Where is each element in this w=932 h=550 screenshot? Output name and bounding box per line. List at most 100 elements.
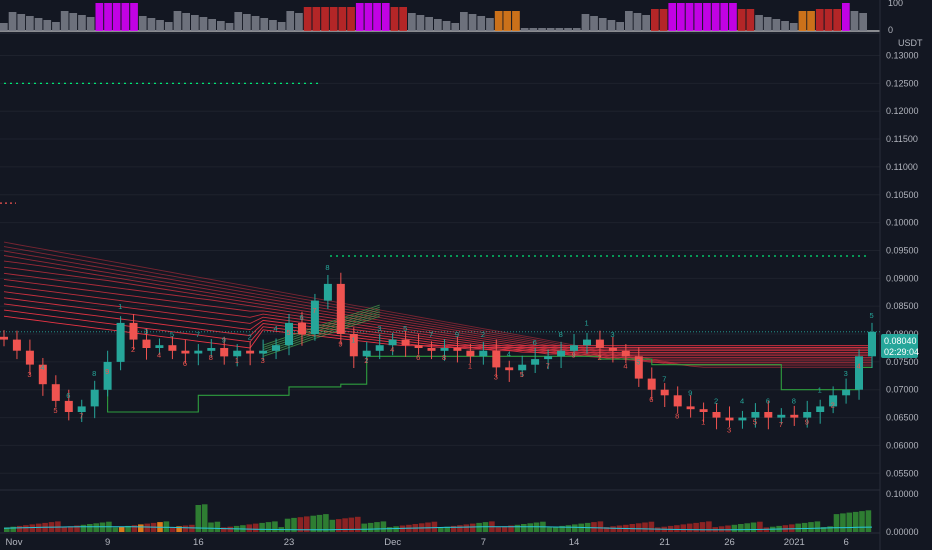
volume-bar (597, 521, 604, 532)
volume-bar (304, 516, 310, 532)
histogram-bar (859, 13, 867, 31)
volume-bar (316, 514, 323, 532)
volume-bar (195, 505, 202, 532)
count-label: 9 (688, 388, 692, 397)
histogram-bar (703, 3, 711, 31)
volume-bar (431, 521, 438, 532)
volume-bar (380, 521, 387, 532)
volume-tick-label: 0.00000 (886, 527, 919, 537)
ma-ribbon (3, 241, 872, 368)
volume-bar (852, 511, 859, 532)
candle-body (479, 350, 488, 357)
volume-bar (527, 523, 533, 532)
count-label: 6 (533, 338, 537, 347)
histogram-bar (781, 21, 789, 31)
volume-bar (323, 514, 329, 532)
count-label: 6 (183, 359, 187, 368)
histogram-bar (807, 11, 815, 31)
count-label: 5 (753, 417, 757, 426)
currency-label: USDT (898, 38, 923, 48)
candle-body (505, 367, 514, 371)
histogram-bar (347, 7, 355, 31)
volume-bar (603, 527, 610, 532)
volume-bar (361, 523, 367, 532)
candle-body (634, 356, 643, 379)
count-label: 6 (766, 397, 770, 406)
volume-bar (610, 526, 616, 532)
histogram-bar (772, 19, 781, 31)
candle-body (557, 350, 566, 357)
volume-bar (208, 522, 214, 532)
histogram-bar (642, 15, 650, 31)
volume-bar (801, 522, 808, 532)
support-line (107, 355, 873, 413)
volume-bar (546, 527, 553, 532)
volume-bar (246, 524, 253, 532)
volume-bar (642, 522, 648, 532)
price-axis[interactable]: USDT 0.13000 0.12500 0.12000 0.11500 0.11000… (886, 38, 923, 478)
price-tick-label: 0.08500 (886, 301, 919, 311)
histogram-bar (130, 3, 138, 31)
count-label: 2 (831, 401, 835, 410)
histogram-bar (295, 13, 303, 31)
histogram-bar (408, 13, 416, 31)
count-label: 7 (79, 412, 83, 421)
count-label: 5 (870, 311, 874, 320)
count-label: 8 (442, 353, 446, 362)
histogram-bar (746, 9, 755, 31)
histogram-bar (581, 14, 590, 31)
histogram-bar (0, 23, 8, 31)
ribbon-line (3, 272, 872, 358)
volume-bar (61, 527, 67, 532)
time-tick-label: 6 (843, 537, 848, 548)
time-tick-label: 7 (481, 537, 486, 548)
ribbon-line (3, 309, 872, 348)
volume-bar (757, 521, 763, 532)
time-axis[interactable]: Nov 9 16 23 Dec 7 14 21 26 2021 6 (6, 537, 849, 548)
count-label: 4 (40, 363, 44, 372)
histogram-bar (52, 22, 60, 31)
candle-body (207, 348, 216, 351)
candle-body (142, 339, 151, 348)
volume-tick-label: 0.10000 (886, 489, 919, 499)
volume-bar (635, 523, 642, 532)
volume-bar (297, 517, 304, 532)
candle-body (518, 364, 527, 371)
histogram-bar (217, 21, 225, 31)
volume-bar (725, 525, 731, 532)
histogram-bar (598, 18, 607, 31)
count-label: 3 (610, 330, 614, 339)
histogram-bar (798, 11, 807, 31)
volume-bar (118, 526, 125, 532)
candle-body (803, 412, 812, 418)
time-tick-label: 26 (724, 537, 735, 548)
count-label: 9 (338, 339, 342, 348)
volume-bar (750, 522, 757, 532)
histogram-bar (572, 28, 581, 31)
candle-body (25, 350, 34, 365)
histogram-bar (850, 11, 859, 31)
last-price-countdown: 02:29:04 (884, 347, 919, 357)
count-label: 4 (740, 397, 744, 406)
histogram-bar (182, 13, 190, 31)
volume-bar (469, 523, 476, 532)
histogram-bar (833, 9, 841, 31)
volume-bar (265, 522, 272, 532)
count-label: 5 (520, 370, 524, 379)
histogram-bar (416, 15, 425, 31)
ribbon-green-line (262, 311, 380, 353)
count-label: 3 (844, 369, 848, 378)
volume-bar (591, 522, 597, 532)
time-tick-label: 14 (569, 537, 580, 548)
volume-bar (87, 524, 93, 532)
volume-bar (144, 523, 150, 532)
count-label: 7 (662, 374, 666, 383)
volume-bar (310, 515, 316, 532)
volume-bar (23, 525, 29, 532)
candle-body (194, 350, 203, 354)
histogram-bar (69, 13, 78, 31)
candle-body (531, 359, 540, 365)
volume-bar (789, 524, 795, 532)
